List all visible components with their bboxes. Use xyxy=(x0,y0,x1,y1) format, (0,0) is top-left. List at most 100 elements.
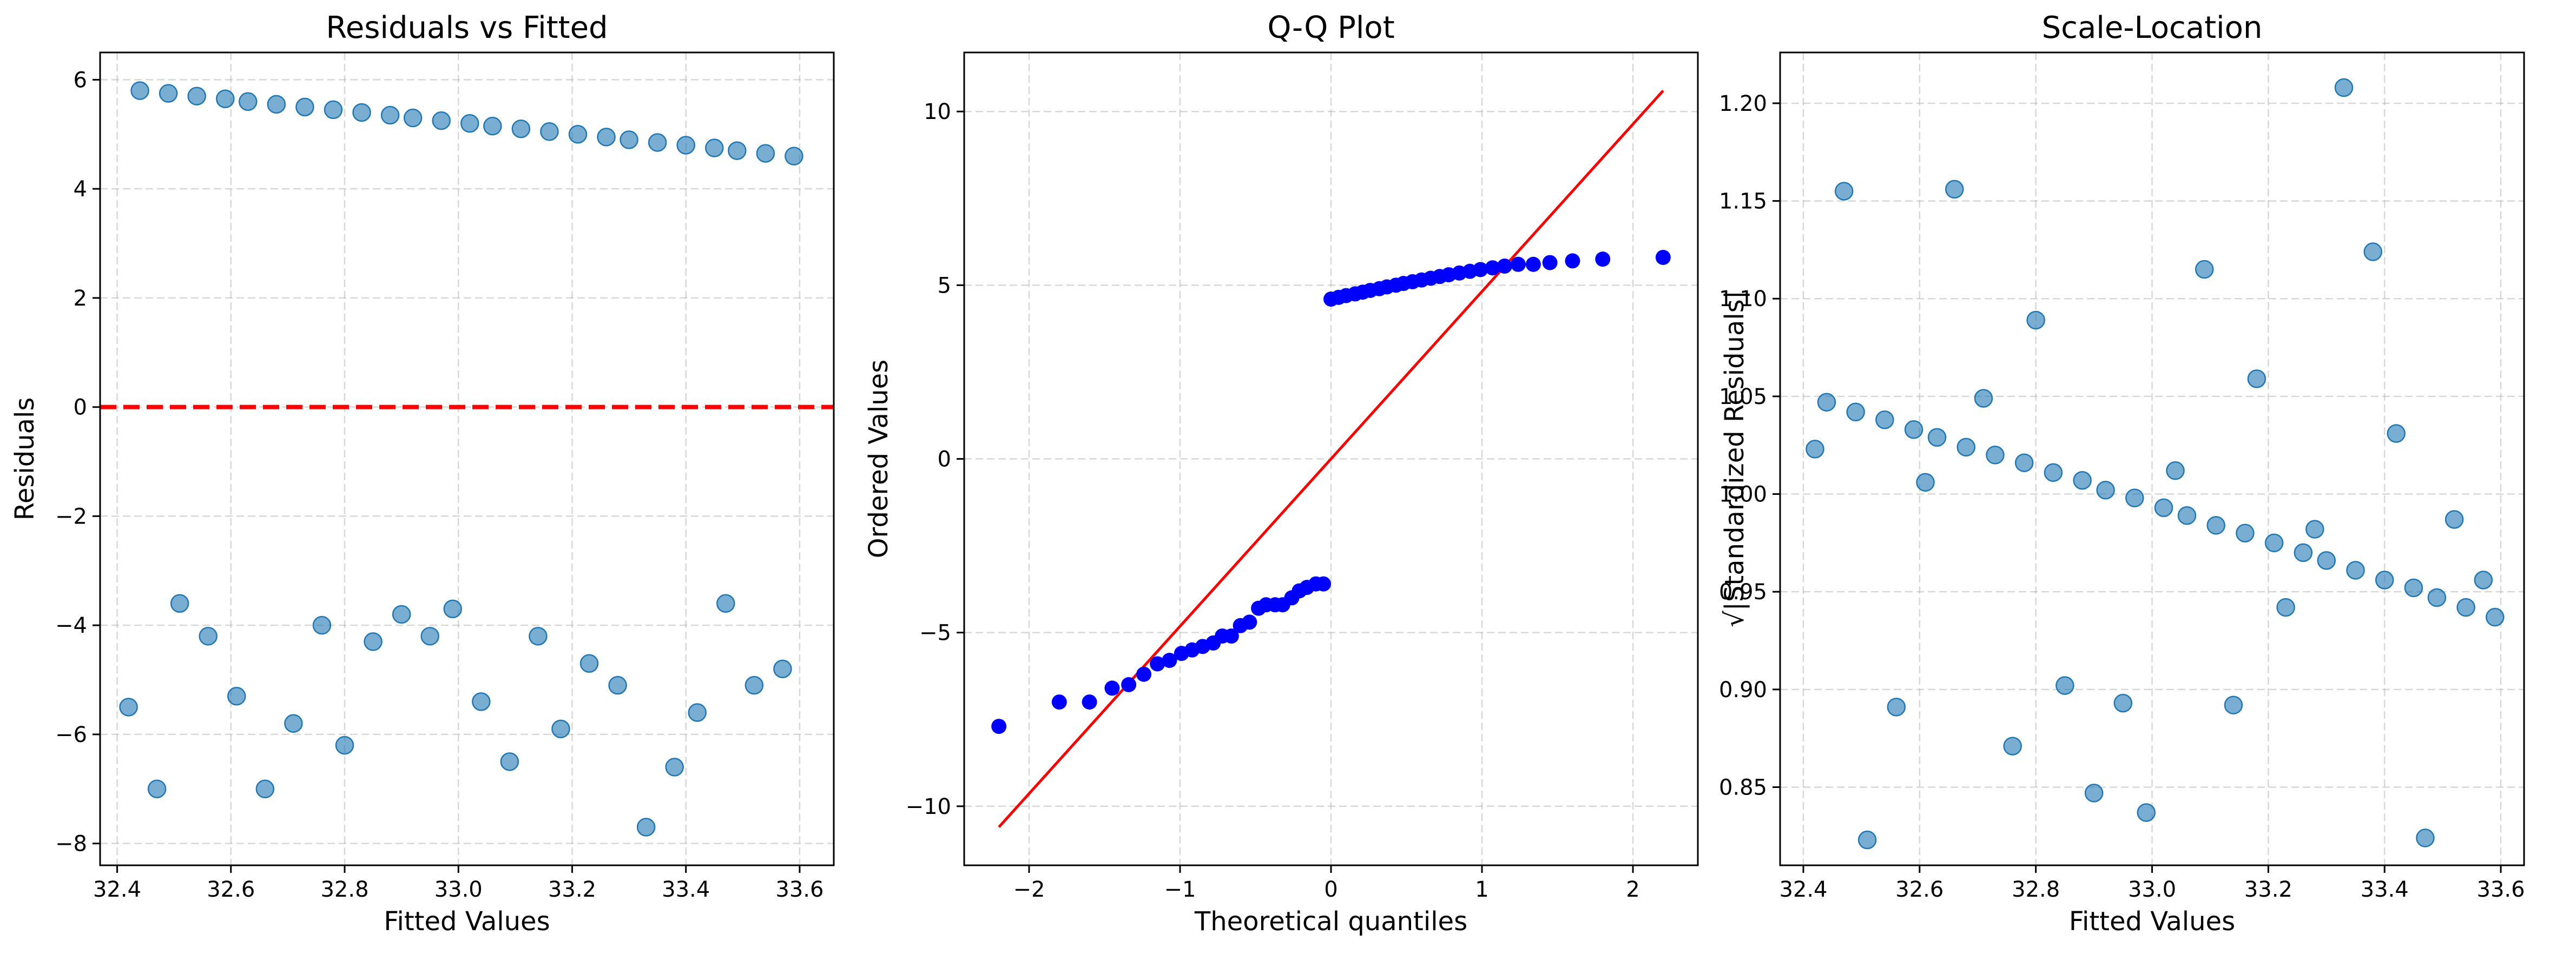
data-point xyxy=(380,105,400,125)
data-point xyxy=(472,692,491,711)
data-point xyxy=(312,615,332,635)
data-point xyxy=(324,100,343,120)
chart-panel-3: 32.4 32.6 32.8 33.0 33.2 33.4 33.6 0.85 0.90 0.95… xyxy=(1719,10,2525,937)
data-point xyxy=(239,92,258,111)
data-point xyxy=(2125,488,2144,508)
data-point xyxy=(2236,524,2255,543)
data-point xyxy=(1316,576,1332,592)
data-point xyxy=(2387,424,2406,443)
data-point xyxy=(432,111,451,130)
data-point xyxy=(352,103,371,122)
data-point xyxy=(443,599,462,619)
data-point xyxy=(119,698,138,717)
data-points xyxy=(991,249,1671,734)
data-point xyxy=(147,779,167,799)
data-point xyxy=(2073,471,2092,490)
x-axis-label: Theoretical quantiles xyxy=(1194,906,1467,937)
y-axis-label: Residuals xyxy=(10,398,40,521)
data-point xyxy=(1956,438,1975,457)
data-point xyxy=(785,147,803,165)
data-point xyxy=(773,659,792,679)
y-tick-label: −6 xyxy=(55,723,87,747)
data-point xyxy=(2445,510,2464,529)
data-point xyxy=(2305,520,2324,539)
x-tick-label: 32.8 xyxy=(320,877,368,902)
y-tick-label: 2 xyxy=(74,286,87,311)
y-tick-label: 0 xyxy=(74,395,87,420)
data-point xyxy=(1051,694,1067,710)
x-tick-label: 33.6 xyxy=(775,877,823,902)
data-point xyxy=(2375,571,2394,589)
x-axis-label: Fitted Values xyxy=(2069,906,2235,937)
x-tick-label: 32.4 xyxy=(93,877,141,902)
chart-title: Scale-Location xyxy=(2042,10,2263,45)
data-point xyxy=(540,122,559,141)
data-point xyxy=(2096,481,2115,500)
data-point xyxy=(1136,666,1152,682)
y-tick-label: 10 xyxy=(924,100,951,124)
data-point xyxy=(159,84,178,103)
data-point xyxy=(1904,420,1923,439)
data-point xyxy=(728,141,747,160)
data-point xyxy=(597,128,616,147)
x-tick-label: 0 xyxy=(1324,877,1338,902)
y-tick-label: 0.95 xyxy=(1719,580,1767,605)
y-tick-label: −2 xyxy=(55,504,87,529)
y-axis-label: Ordered Values xyxy=(864,360,894,558)
data-point xyxy=(2224,695,2243,714)
data-point xyxy=(255,779,275,799)
data-point xyxy=(2346,561,2365,580)
y-tick-label: −4 xyxy=(55,613,87,638)
data-point xyxy=(284,714,303,733)
data-point xyxy=(2166,461,2185,480)
x-tick-label: 33.4 xyxy=(662,877,710,902)
x-tick-label: 33.6 xyxy=(2477,877,2525,902)
data-point xyxy=(2177,506,2197,525)
data-point xyxy=(608,675,627,695)
data-point xyxy=(335,736,354,755)
data-point xyxy=(1595,251,1611,267)
data-point xyxy=(2195,260,2214,279)
data-point xyxy=(991,719,1007,734)
data-point xyxy=(130,81,149,100)
data-point xyxy=(1945,180,1964,199)
data-point xyxy=(1655,249,1671,265)
x-tick-label: 33.4 xyxy=(2361,877,2409,902)
data-point xyxy=(2486,607,2505,627)
data-point xyxy=(579,654,599,673)
data-point xyxy=(1497,259,1512,274)
grid xyxy=(1780,52,2524,865)
y-tick-label: 1.15 xyxy=(1719,189,1767,214)
data-point xyxy=(2137,803,2156,822)
data-point xyxy=(1875,410,1894,429)
x-tick-label: 32.4 xyxy=(1779,877,1827,902)
y-tick-label: 1.20 xyxy=(1719,91,1767,116)
data-point xyxy=(2003,737,2022,756)
data-point xyxy=(2404,578,2423,598)
data-point xyxy=(1082,694,1097,710)
y-tick-label: 0 xyxy=(938,447,951,472)
data-point xyxy=(1887,698,1906,717)
y-tick-label: 5 xyxy=(938,273,951,298)
data-point xyxy=(1510,256,1526,272)
data-point xyxy=(2276,598,2295,617)
x-tick-label: 33.0 xyxy=(2128,877,2176,902)
data-point xyxy=(2363,242,2382,261)
data-point xyxy=(267,95,286,114)
chart-title: Q-Q Plot xyxy=(1267,10,1394,45)
data-point xyxy=(2084,784,2104,803)
x-tick-label: −1 xyxy=(1164,877,1196,902)
y-tick-label: −8 xyxy=(55,832,87,857)
data-point xyxy=(529,627,548,646)
chart-panel-1: 32.4 32.6 32.8 33.0 33.2 33.4 33.6 −8 −6 −4 −2 0 2 4 6… xyxy=(10,10,835,937)
data-point xyxy=(676,136,695,155)
x-tick-label: 33.2 xyxy=(548,877,596,902)
data-point xyxy=(756,144,775,163)
data-point xyxy=(1162,653,1177,668)
data-point xyxy=(2026,310,2045,330)
data-point xyxy=(364,632,383,651)
data-point xyxy=(1565,253,1580,269)
